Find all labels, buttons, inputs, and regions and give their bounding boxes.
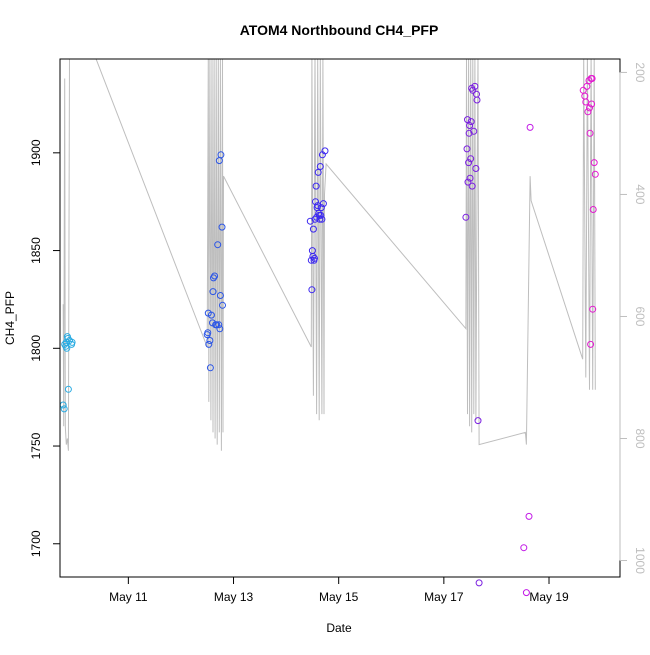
x-tick-label: May 15: [319, 590, 359, 604]
data-point: [525, 512, 533, 520]
y-tick-label: 1900: [29, 139, 43, 166]
data-point: [312, 182, 320, 190]
data-point: [468, 182, 476, 190]
data-point: [211, 272, 219, 280]
x-tick-label: May 11: [109, 590, 148, 604]
data-point: [215, 321, 223, 329]
y-tick-label: 1800: [29, 335, 43, 362]
data-point: [469, 86, 477, 94]
data-point: [591, 170, 599, 178]
data-point: [317, 211, 325, 219]
data-point: [216, 325, 224, 333]
x-tick-label: May 17: [424, 590, 464, 604]
data-point: [475, 579, 483, 587]
data-point: [522, 589, 530, 597]
data-point: [205, 340, 213, 348]
secondary-tick-label: 400: [633, 184, 647, 204]
data-point: [207, 311, 215, 319]
y-axis: 1700 1750 1800 1850 1900: [29, 139, 60, 557]
data-point: [311, 215, 319, 223]
data-point: [321, 147, 329, 155]
x-tick-label: May 19: [529, 590, 569, 604]
data-point: [308, 286, 316, 294]
data-point: [309, 225, 317, 233]
data-point: [472, 165, 480, 172]
y-tick-label: 1700: [29, 530, 43, 557]
data-point: [206, 337, 214, 344]
data-point: [589, 305, 597, 313]
chart-title: ATOM4 Northbound CH4_PFP: [240, 22, 439, 38]
data-point: [216, 292, 224, 299]
data-point: [319, 200, 327, 208]
data-point: [309, 252, 317, 260]
data-point: [526, 123, 534, 131]
data-point: [464, 178, 472, 186]
altitude-line-layer: [62, 59, 596, 451]
secondary-tick-label: 800: [633, 428, 647, 448]
data-point: [462, 213, 470, 221]
data-point: [204, 329, 212, 337]
data-point: [214, 241, 222, 249]
data-point: [583, 82, 591, 90]
data-point: [318, 215, 326, 223]
data-point: [520, 544, 528, 552]
data-point: [316, 215, 324, 223]
data-point: [209, 288, 217, 296]
x-axis-label: Date: [326, 621, 352, 635]
data-point: [63, 344, 71, 352]
data-point: [473, 96, 481, 104]
data-point: [64, 335, 72, 342]
data-point: [306, 217, 314, 225]
data-point: [465, 129, 473, 137]
x-axis: May 11 May 13 May 15 May 17 May 19: [109, 577, 569, 604]
data-point: [316, 163, 324, 170]
data-point: [219, 301, 226, 309]
data-point: [584, 108, 592, 116]
altitude-series-line: [62, 59, 596, 451]
data-point: [590, 159, 598, 167]
data-point: [218, 223, 226, 231]
data-point: [467, 155, 475, 163]
data-points-layer: [59, 75, 599, 597]
data-point: [217, 151, 225, 159]
secondary-y-axis: 200 400 600 800 1000: [619, 62, 647, 574]
data-point: [467, 118, 475, 126]
data-point: [588, 100, 596, 108]
data-point: [465, 159, 473, 167]
y-axis-label: CH4_PFP: [3, 291, 17, 345]
data-point: [586, 104, 593, 112]
data-point: [68, 338, 76, 346]
data-point: [60, 405, 68, 413]
x-tick-label: May 13: [214, 590, 254, 604]
secondary-tick-label: 200: [633, 62, 647, 82]
data-point: [466, 122, 474, 129]
data-point: [317, 204, 325, 212]
data-point: [311, 254, 318, 262]
secondary-tick-label: 600: [633, 306, 647, 326]
data-point: [464, 116, 471, 124]
data-point: [314, 168, 322, 176]
data-point: [463, 145, 471, 153]
data-point: [586, 129, 594, 137]
data-point: [206, 364, 214, 372]
data-point: [64, 385, 72, 393]
y-tick-label: 1850: [29, 237, 43, 264]
secondary-tick-label: 1000: [633, 547, 647, 574]
data-point: [587, 340, 595, 348]
data-point: [471, 82, 479, 90]
data-point: [466, 174, 474, 182]
data-point: [474, 417, 482, 425]
y-tick-label: 1750: [29, 432, 43, 459]
data-point: [588, 75, 596, 82]
data-point: [589, 206, 597, 213]
data-point: [470, 127, 478, 135]
